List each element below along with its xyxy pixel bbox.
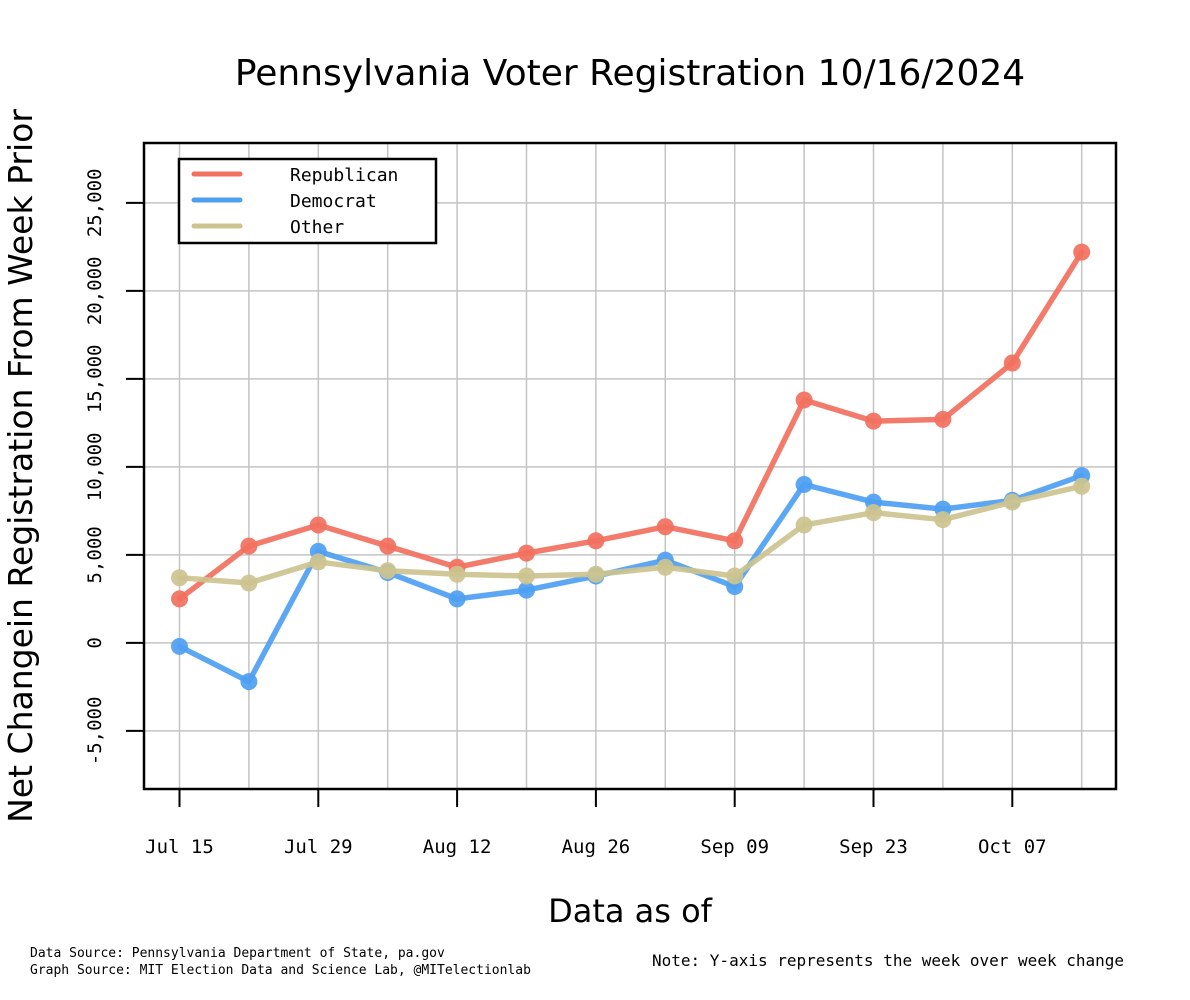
graph-source-line: Graph Source: MIT Election Data and Scie…: [30, 963, 531, 978]
legend-label-republican: Republican: [290, 165, 398, 186]
data-point-other: [171, 569, 188, 587]
x-tick-label: Oct 07: [978, 836, 1047, 858]
x-tick-label: Jul 15: [145, 836, 214, 858]
data-point-republican: [379, 537, 397, 555]
data-point-republican: [587, 532, 605, 550]
y-tick-label: 15,000: [84, 345, 106, 414]
grid: [144, 143, 1116, 789]
data-point-other: [865, 504, 882, 522]
series-line-republican: [176, 249, 1085, 602]
x-tick-label: Sep 23: [839, 836, 908, 858]
legend: Republican Democrat Other: [177, 157, 438, 245]
x-tick-label: Aug 12: [423, 836, 492, 858]
y-tick-label: 5,000: [84, 526, 106, 583]
data-point-other: [1073, 477, 1091, 495]
x-tick-label: Sep 09: [700, 836, 769, 858]
data-point-republican: [1003, 354, 1021, 372]
data-point-republican: [240, 537, 258, 555]
data-point-republican: [795, 391, 813, 409]
data-point-republican: [309, 516, 327, 534]
data-point-republican: [1073, 243, 1091, 261]
series-line-other: [176, 483, 1085, 586]
data-point-democrat: [448, 590, 466, 608]
data-point-republican: [171, 590, 188, 608]
data-point-republican: [726, 532, 744, 550]
data-point-republican: [934, 410, 952, 428]
data-point-democrat: [518, 581, 535, 599]
data-point-other: [379, 562, 397, 580]
data-point-other: [309, 553, 327, 571]
series-group: [171, 243, 1091, 691]
legend-label-other: Other: [290, 217, 344, 238]
data-point-other: [795, 516, 813, 534]
data-point-other: [934, 511, 952, 529]
x-tick-label: Jul 29: [284, 836, 353, 858]
data-point-democrat: [795, 475, 813, 493]
data-point-other: [656, 558, 674, 576]
y-tick-label: 25,000: [84, 169, 106, 238]
data-source-line: Data Source: Pennsylvania Department of …: [30, 946, 445, 961]
x-tick-label: Aug 26: [562, 836, 631, 858]
y-axis: -5,000 0 5,000 10,000 15,000 20,000 25,000: [84, 169, 144, 766]
data-point-other: [587, 565, 605, 583]
data-point-other: [448, 565, 466, 583]
data-point-other: [1003, 493, 1021, 511]
source-footer: Data Source: Pennsylvania Department of …: [30, 945, 531, 979]
y-tick-label: -5,000: [84, 697, 106, 766]
y-tick-label: 10,000: [84, 433, 106, 502]
y-axis-label: Net Changein Registration From Week Prio…: [1, 109, 40, 823]
data-point-other: [726, 567, 744, 585]
y-tick-label: 0: [84, 637, 106, 648]
chart-title: Pennsylvania Voter Registration 10/16/20…: [235, 53, 1025, 94]
y-tick-label: 20,000: [84, 257, 106, 326]
data-point-republican: [656, 518, 674, 536]
legend-label-democrat: Democrat: [290, 191, 377, 212]
y-axis-note: Note: Y-axis represents the week over we…: [652, 951, 1125, 970]
x-axis-label: Data as of: [548, 892, 713, 930]
data-point-republican: [518, 544, 535, 562]
data-point-democrat: [240, 673, 258, 691]
data-point-other: [240, 574, 258, 592]
data-point-democrat: [171, 637, 188, 655]
data-point-other: [518, 567, 535, 585]
x-axis: Jul 15 Jul 29 Aug 12 Aug 26 Sep 09 Sep 23 Oct …: [145, 789, 1047, 858]
data-point-republican: [865, 412, 882, 430]
